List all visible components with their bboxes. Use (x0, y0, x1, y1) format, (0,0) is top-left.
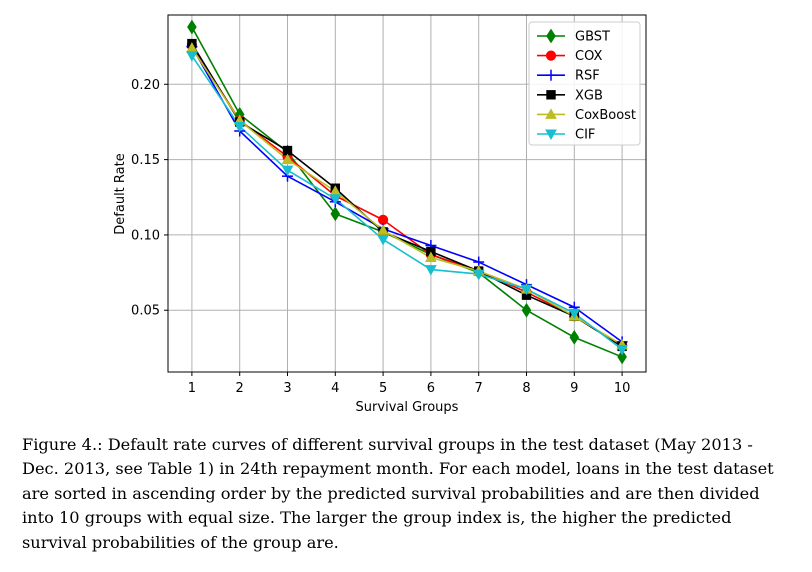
x-tick-label: 7 (475, 381, 483, 396)
data-point-cif (377, 234, 389, 246)
y-axis-label: Default Rate (113, 153, 128, 234)
legend: GBST COX RSF XGB CoxBoost CIF (528, 21, 641, 146)
legend-marker-coxboost (545, 108, 557, 119)
data-point-cif (520, 284, 533, 296)
data-point-cif (329, 194, 342, 205)
series-line-cif (191, 55, 623, 351)
data-point-cif (281, 165, 294, 177)
data-point-xgb (282, 145, 293, 156)
x-tick-label: 5 (379, 381, 387, 396)
legend-label-rsf: RSF (575, 69, 600, 84)
legend-label-cif: CIF (575, 128, 595, 143)
data-point-gbst (330, 206, 341, 222)
data-point-coxboost (425, 251, 437, 263)
caption-line: Figure 4.: Default rate curves of differ… (22, 435, 753, 454)
y-tick-label: 0.15 (131, 153, 160, 168)
data-point-coxboost (377, 224, 389, 235)
legend-marker-rsf (545, 69, 557, 81)
y-tick-label: 0.20 (131, 78, 160, 93)
data-point-coxboost (281, 153, 294, 165)
data-point-cif (568, 308, 581, 320)
y-tick-label: 0.10 (131, 228, 160, 243)
x-tick-label: 10 (614, 381, 631, 396)
series-markers (186, 19, 628, 365)
data-point-cif (233, 121, 246, 133)
x-tick-label: 1 (188, 381, 196, 396)
x-tick-label: 6 (427, 381, 435, 396)
x-tick-label: 8 (522, 381, 530, 396)
data-point-gbst (187, 19, 197, 35)
legend-marker-xgb (546, 90, 556, 100)
legend-label-gbst: GBST (575, 30, 610, 45)
data-point-gbst (521, 302, 532, 318)
x-axis-label: Survival Groups (356, 400, 459, 415)
data-point-cif (186, 51, 198, 62)
caption-line: are sorted in ascending order by the pre… (22, 483, 760, 503)
x-tick-label: 2 (236, 381, 244, 396)
default-rate-chart: 1 2 3 4 5 6 7 8 9 10 0.05 0.10 0.15 0.20 Survival Gro… (113, 14, 647, 415)
legend-label-cox: COX (575, 49, 602, 64)
legend-marker-cox (545, 50, 557, 61)
caption-line: survival probabilities of the group are. (22, 532, 339, 552)
axis-ticks: 1 2 3 4 5 6 7 8 9 10 0.05 0.10 0.15 0.20 (131, 78, 630, 396)
figure-caption: Figure 4.: Default rate curves of differ… (22, 433, 786, 555)
x-tick-label: 4 (331, 381, 339, 396)
legend-marker-gbst (546, 28, 556, 44)
plot-frame (167, 14, 647, 373)
series-line-coxboost (191, 47, 623, 346)
data-point-gbst (569, 329, 580, 345)
caption-line: into 10 groups with equal size. The larg… (22, 508, 732, 528)
y-tick-label: 0.05 (131, 304, 160, 319)
series-line-rsf (191, 46, 623, 343)
data-point-gbst (617, 349, 627, 365)
x-tick-label: 9 (570, 381, 578, 396)
legend-label-coxboost: CoxBoost (575, 108, 636, 123)
data-point-cox (378, 214, 389, 225)
data-point-cif (472, 269, 485, 281)
x-tick-label: 3 (283, 381, 291, 396)
legend-label-xgb: XGB (575, 88, 603, 103)
data-point-cif (616, 344, 628, 356)
series-line-xgb (191, 43, 623, 348)
data-point-cif (425, 265, 437, 276)
legend-marker-cif (545, 129, 557, 141)
series-lines (191, 26, 623, 358)
caption-line: Dec. 2013, see Table 1) in 24th repaymen… (22, 459, 774, 479)
